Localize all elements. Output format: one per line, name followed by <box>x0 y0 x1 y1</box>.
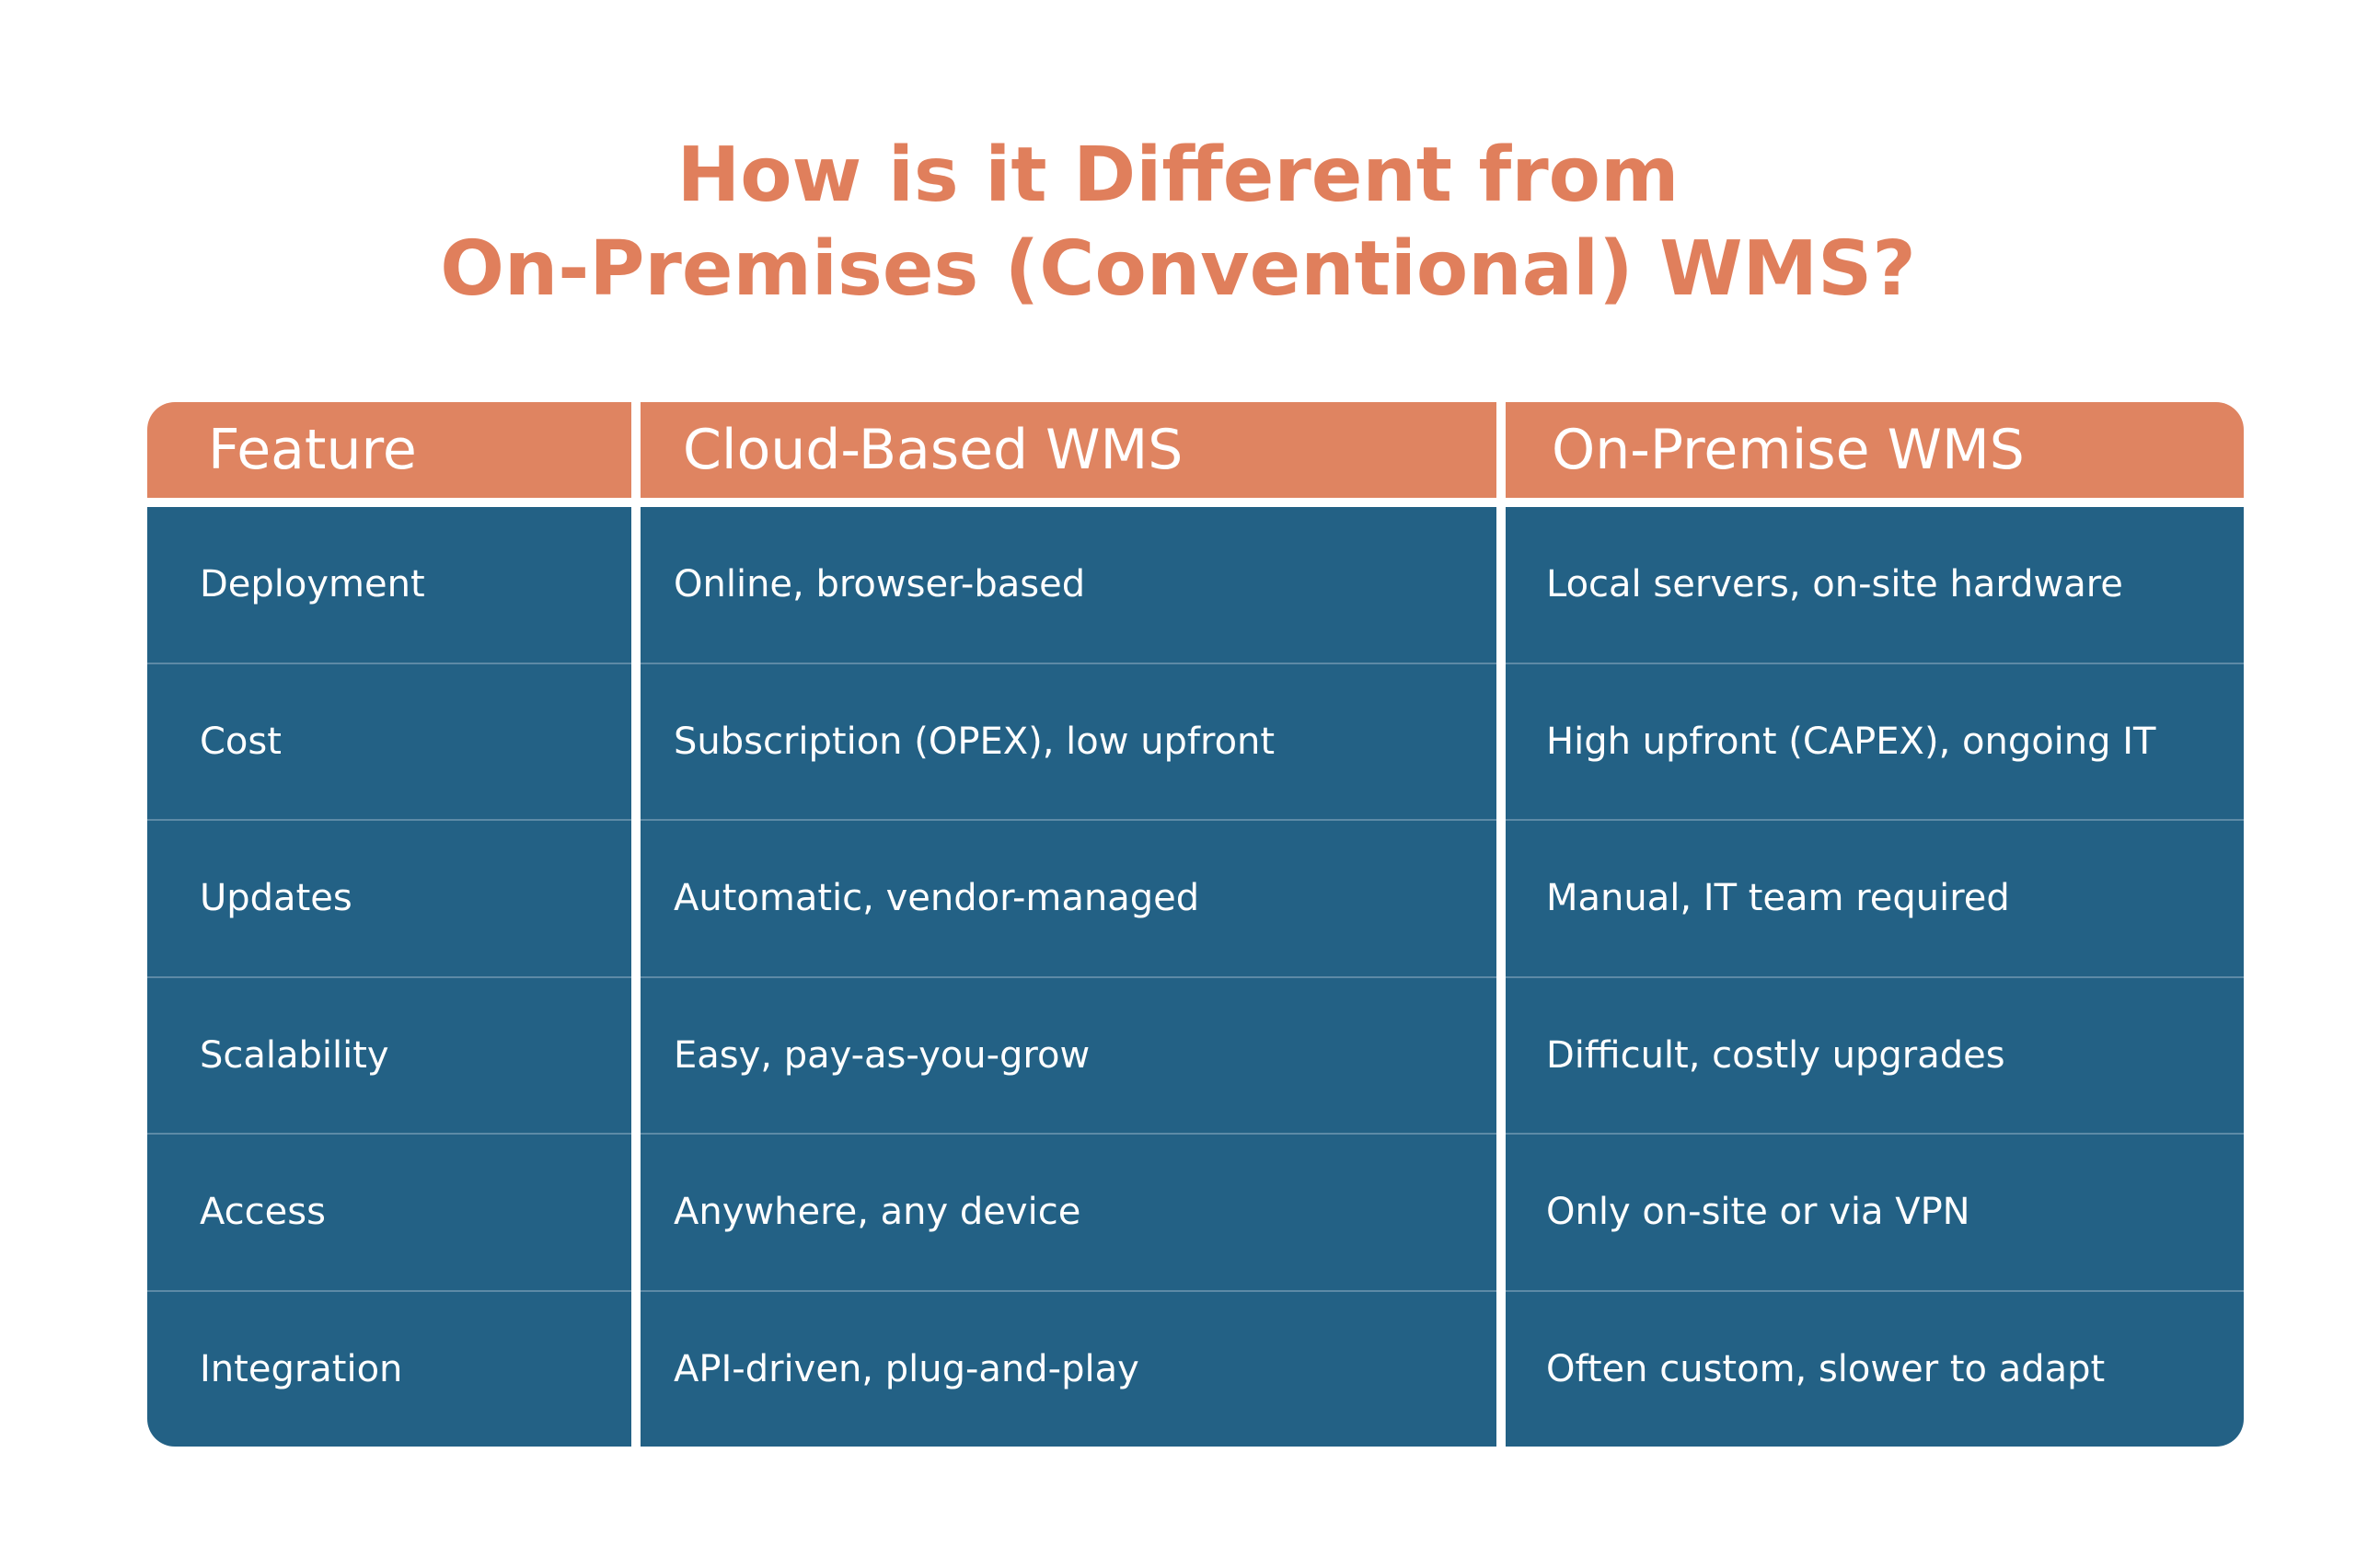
comparison-table: Feature Cloud-Based WMS On-Premise WMS D… <box>147 402 2244 1447</box>
header-feature: Feature <box>147 402 631 498</box>
table-cell-on-premise: High upfront (CAPEX), ongoing IT <box>1506 664 2244 821</box>
table-cell-cloud: Online, browser-based <box>641 507 1496 664</box>
title-line-2: On-Premises (Conventional) WMS? <box>440 225 1916 313</box>
table-cell-cloud: Easy, pay-as-you-grow <box>641 978 1496 1135</box>
table-cell-cloud: API-driven, plug-and-play <box>674 1347 1139 1390</box>
table-cell-cloud: Subscription (OPEX), low upfront <box>641 664 1496 821</box>
table-cell-feature: Cost <box>147 664 631 821</box>
table-cell-feature: Scalability <box>147 978 631 1135</box>
table-cell-cloud: Automatic, vendor-managed <box>641 821 1496 978</box>
table-cell-on-premise: Only on-site or via VPN <box>1506 1135 2244 1292</box>
table-cell-on-premise: Local servers, on-site hardware <box>1506 507 2244 664</box>
cloud-based-column: Online, browser-based Subscription (OPEX… <box>641 507 1496 1447</box>
header-cloud-based-wms: Cloud-Based WMS <box>641 402 1496 498</box>
table-cell-feature: Deployment <box>147 507 631 664</box>
page-title: How is it Different from On-Premises (Co… <box>0 129 2356 317</box>
feature-column: Deployment Cost Updates Scalability Acce… <box>147 507 631 1447</box>
table-cell-feature: Integration <box>200 1347 403 1390</box>
table-cell-cloud: Anywhere, any device <box>641 1135 1496 1292</box>
table-cell-on-premise: Manual, IT team required <box>1506 821 2244 978</box>
header-on-premise-wms: On-Premise WMS <box>1506 402 2244 498</box>
table-cell-on-premise: Often custom, slower to adapt <box>1546 1347 2106 1390</box>
table-cell-feature: Updates <box>147 821 631 978</box>
table-cell-feature: Access <box>147 1135 631 1292</box>
on-premise-column: Local servers, on-site hardware High upf… <box>1506 507 2244 1447</box>
title-line-1: How is it Different from <box>676 132 1680 219</box>
table-cell-on-premise: Difficult, costly upgrades <box>1506 978 2244 1135</box>
